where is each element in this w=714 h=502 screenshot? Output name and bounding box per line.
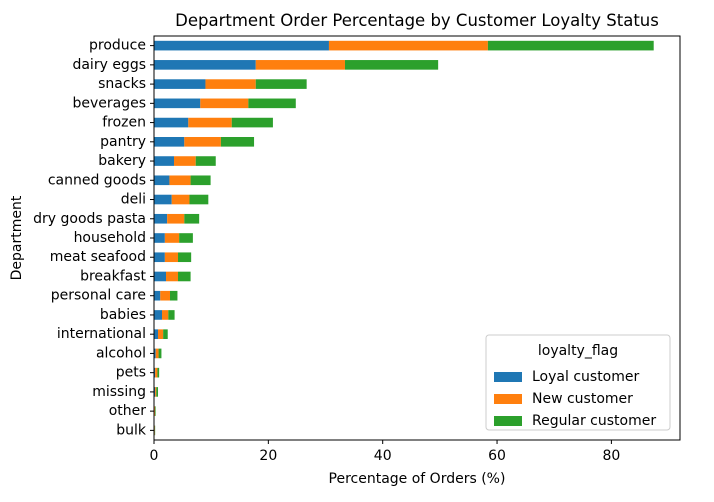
bar-missing-series-0 — [154, 387, 156, 397]
bar-pets-series-1 — [155, 367, 158, 378]
bar-dairy-eggs-series-0 — [154, 60, 256, 70]
legend-swatch — [494, 372, 522, 382]
y-tick-label: produce — [89, 38, 146, 54]
legend-entry-label: Regular customer — [532, 413, 656, 429]
y-tick-label: bakery — [98, 153, 146, 169]
x-axis-label: Percentage of Orders (%) — [329, 471, 506, 487]
bar-breakfast-series-1 — [166, 271, 179, 282]
bar-beverages-series-2 — [248, 98, 296, 109]
bar-alcohol-series-2 — [158, 348, 162, 359]
legend-swatch — [494, 394, 522, 404]
y-tick-label: missing — [92, 384, 146, 400]
bar-babies-series-1 — [162, 310, 169, 320]
y-tick-label: babies — [100, 307, 146, 323]
y-tick-label: breakfast — [80, 268, 146, 284]
y-tick-label: other — [109, 403, 147, 419]
bar-bakery-series-0 — [154, 156, 175, 166]
bar-dry-goods-pasta-series-2 — [184, 213, 200, 224]
bar-international-series-1 — [158, 329, 164, 339]
bar-produce-series-1 — [328, 40, 488, 51]
bar-pets-series-0 — [154, 367, 156, 378]
bar-international-series-0 — [154, 329, 159, 339]
bar-pantry-series-1 — [184, 137, 221, 147]
bar-deli-series-1 — [171, 194, 190, 205]
bar-frozen-series-0 — [154, 117, 189, 128]
y-tick-label: bulk — [116, 422, 147, 438]
bar-personal-care-series-0 — [154, 290, 161, 301]
bar-missing-series-1 — [155, 387, 157, 397]
bar-snacks-series-0 — [154, 79, 206, 89]
y-tick-label: pets — [116, 365, 146, 381]
bar-canned-goods-series-2 — [190, 175, 211, 186]
bar-breakfast-series-2 — [178, 271, 191, 282]
bar-deli-series-2 — [189, 194, 209, 205]
bar-bakery-series-2 — [195, 156, 216, 166]
bar-dry-goods-pasta-series-1 — [167, 213, 185, 224]
y-tick-label: meat seafood — [50, 249, 146, 265]
bar-personal-care-series-2 — [170, 290, 178, 301]
legend-box — [485, 334, 671, 431]
bar-dairy-eggs-series-1 — [255, 60, 345, 70]
bar-household-series-0 — [154, 233, 165, 243]
legend-entry-label: New customer — [532, 391, 633, 407]
bar-breakfast-series-0 — [154, 271, 167, 282]
bar-beverages-series-0 — [154, 98, 201, 109]
x-tick-label: 0 — [150, 448, 159, 464]
bar-produce-series-0 — [154, 40, 329, 51]
bar-pets-series-2 — [157, 367, 160, 378]
bar-frozen-series-1 — [188, 117, 232, 128]
legend-title: loyalty_flag — [538, 343, 618, 359]
bar-missing-series-2 — [156, 387, 159, 397]
bar-snacks-series-1 — [205, 79, 256, 89]
y-tick-label: beverages — [72, 95, 146, 111]
bar-frozen-series-2 — [231, 117, 273, 128]
plot-area: produce dairy eggs snacks beverages frozen pa… — [33, 35, 681, 464]
legend-swatch — [494, 416, 522, 426]
bar-dry-goods-pasta-series-0 — [154, 213, 168, 224]
y-tick-label: pantry — [100, 134, 146, 150]
bar-meat-seafood-series-0 — [154, 252, 165, 263]
bar-dairy-eggs-series-2 — [344, 60, 439, 70]
bar-household-series-1 — [164, 233, 180, 243]
bar-meat-seafood-series-1 — [164, 252, 179, 263]
bar-international-series-2 — [163, 329, 168, 339]
bar-deli-series-0 — [154, 194, 172, 205]
bar-canned-goods-series-1 — [169, 175, 191, 186]
bar-produce-series-2 — [487, 40, 654, 51]
y-tick-label: personal care — [51, 288, 146, 304]
bar-personal-care-series-1 — [160, 290, 171, 301]
bar-beverages-series-1 — [200, 98, 249, 109]
bar-alcohol-series-1 — [155, 348, 159, 359]
bar-babies-series-0 — [154, 310, 163, 320]
x-tick-label: 20 — [259, 448, 277, 464]
y-tick-label: alcohol — [96, 345, 146, 361]
chart-title: Department Order Percentage by Customer … — [175, 11, 659, 30]
bar-alcohol-series-0 — [154, 348, 156, 359]
legend-entry-label: Loyal customer — [532, 369, 639, 385]
y-tick-label: frozen — [102, 115, 146, 131]
bar-pantry-series-0 — [154, 137, 185, 147]
y-tick-label: dry goods pasta — [33, 211, 146, 227]
x-tick-label: 80 — [602, 448, 620, 464]
bar-household-series-2 — [179, 233, 193, 243]
bar-snacks-series-2 — [255, 79, 307, 89]
y-tick-label: snacks — [98, 76, 146, 92]
bar-bakery-series-1 — [174, 156, 196, 166]
y-tick-label: dairy eggs — [72, 57, 146, 73]
y-tick-label: deli — [121, 192, 146, 208]
y-tick-label: canned goods — [48, 172, 146, 188]
bar-other-series-1 — [154, 406, 156, 416]
y-tick-label: international — [57, 326, 146, 342]
x-tick-label: 40 — [374, 448, 392, 464]
x-tick-label: 60 — [488, 448, 506, 464]
legend: loyalty_flag Loyal customer New customer Re… — [485, 334, 671, 431]
bar-meat-seafood-series-2 — [178, 252, 192, 263]
bar-pantry-series-2 — [220, 137, 255, 147]
bar-other-series-2 — [155, 406, 156, 416]
y-tick-label: household — [74, 230, 146, 246]
bar-babies-series-2 — [168, 310, 175, 320]
bar-canned-goods-series-0 — [154, 175, 170, 186]
y-axis-label: Department — [9, 195, 25, 280]
